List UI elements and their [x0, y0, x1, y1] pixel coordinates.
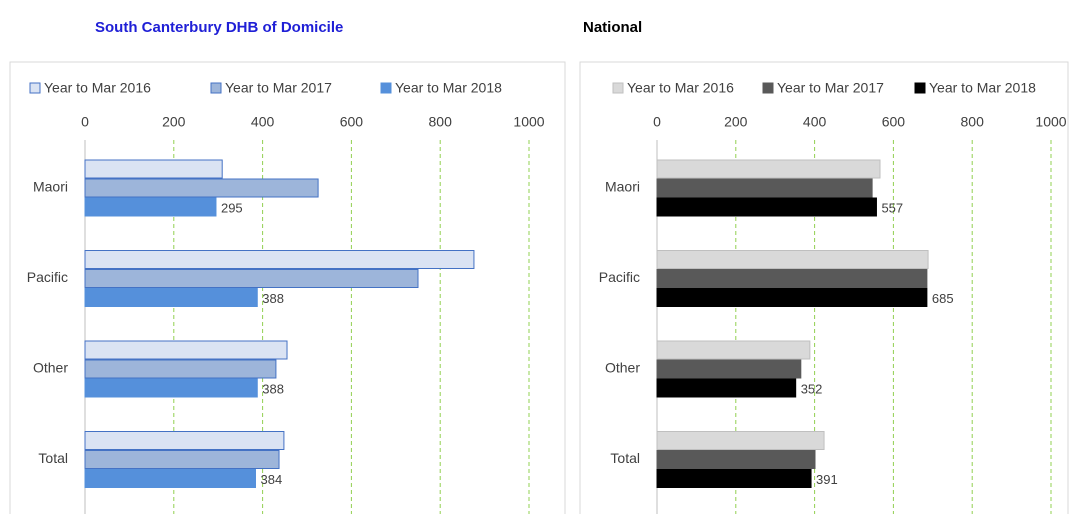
bar: [84, 450, 280, 469]
x-tick-label: 800: [961, 114, 985, 130]
bar: [84, 378, 258, 398]
bar: [84, 288, 258, 307]
bar: [84, 340, 288, 360]
y-tick-label: Other: [605, 360, 640, 376]
y-tick-label: Pacific: [27, 269, 68, 285]
bar: [84, 197, 217, 217]
bar: [656, 378, 797, 398]
legend-swatch: [210, 82, 222, 94]
y-tick-label: Maori: [605, 179, 640, 195]
chart-title: South Canterbury DHB of Domicile: [95, 19, 343, 36]
x-tick-label: 200: [162, 114, 186, 130]
x-tick-label: 400: [251, 114, 275, 130]
bar: [656, 450, 816, 469]
legend-swatch: [612, 82, 624, 94]
bar: [656, 159, 881, 179]
bar: [656, 469, 812, 488]
y-tick-label: Total: [38, 450, 68, 466]
data-label: 384: [260, 472, 282, 487]
bar: [656, 431, 825, 450]
chart-title: National: [583, 19, 642, 36]
bar: [656, 288, 928, 307]
bar: [84, 359, 277, 379]
x-tick-label: 0: [81, 114, 89, 130]
bar: [84, 178, 319, 198]
x-tick-label: 600: [340, 114, 364, 130]
legend-swatch: [914, 82, 926, 94]
bar: [656, 250, 929, 269]
data-label: 557: [881, 200, 903, 215]
bar: [84, 269, 419, 288]
bar: [84, 469, 256, 488]
legend-label: Year to Mar 2017: [225, 80, 332, 96]
legend-label: Year to Mar 2018: [929, 80, 1036, 96]
bar: [656, 178, 873, 198]
y-tick-label: Pacific: [599, 269, 640, 285]
legend-label: Year to Mar 2016: [44, 80, 151, 96]
y-tick-label: Other: [33, 360, 68, 376]
bar: [84, 250, 475, 269]
bar: [656, 269, 928, 288]
bar: [656, 359, 802, 379]
data-label: 388: [262, 291, 284, 306]
legend-label: Year to Mar 2017: [777, 80, 884, 96]
bar: [656, 197, 877, 217]
legend-swatch: [380, 82, 392, 94]
y-tick-label: Total: [610, 450, 640, 466]
legend-swatch: [762, 82, 774, 94]
data-label: 391: [816, 472, 838, 487]
data-label: 295: [221, 200, 243, 215]
data-label: 352: [801, 381, 823, 396]
x-tick-label: 400: [803, 114, 827, 130]
data-label: 685: [932, 291, 954, 306]
bar: [84, 159, 223, 179]
bar: [84, 431, 285, 450]
y-tick-label: Maori: [33, 179, 68, 195]
legend-label: Year to Mar 2018: [395, 80, 502, 96]
bar: [656, 340, 811, 360]
data-label: 388: [262, 381, 284, 396]
legend-swatch: [29, 82, 41, 94]
x-tick-label: 800: [429, 114, 453, 130]
legend-label: Year to Mar 2016: [627, 80, 734, 96]
x-tick-label: 1000: [513, 114, 544, 130]
x-tick-label: 0: [653, 114, 661, 130]
x-tick-label: 200: [724, 114, 748, 130]
x-tick-label: 600: [882, 114, 906, 130]
x-tick-label: 1000: [1035, 114, 1066, 130]
